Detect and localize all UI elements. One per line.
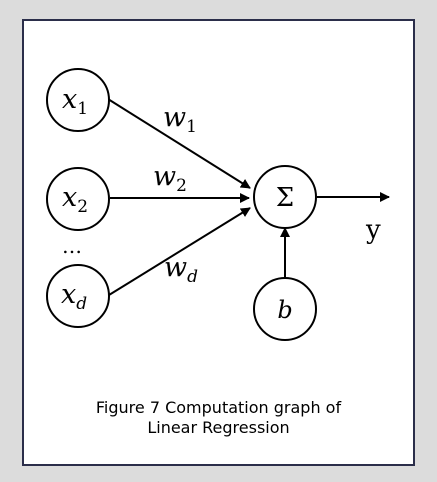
input-sub: 2 [77,197,88,217]
input-node-x2: x2 [46,167,110,231]
edge-xd-sum [108,207,251,296]
weight-label-w1: w1 [163,102,197,137]
input-var: x [62,182,77,213]
input-var: x [61,279,76,310]
input-sub: 1 [77,99,88,119]
svg-text:xd: xd [61,279,87,314]
sum-symbol: Σ [276,183,294,213]
figure-caption: Figure 7 Computation graph of Linear Reg… [22,398,415,438]
input-node-xd: xd [46,264,110,328]
weight-label-w2: w2 [153,161,187,196]
edge-x1-sum [107,98,251,189]
input-var: x [62,84,77,115]
output-label: y [365,215,381,245]
bias-node: b [253,277,317,341]
weight-label-wd: wd [164,252,198,287]
svg-text:x1: x1 [62,84,88,119]
caption-line-1: Figure 7 Computation graph of [95,398,342,417]
input-node-x1: x1 [46,68,110,132]
ellipsis: … [62,234,82,258]
sum-node: Σ [253,165,317,229]
caption-line-2: Linear Regression [147,418,290,437]
svg-text:x2: x2 [62,182,88,217]
input-sub: d [76,294,87,314]
bias-label: b [277,296,292,324]
